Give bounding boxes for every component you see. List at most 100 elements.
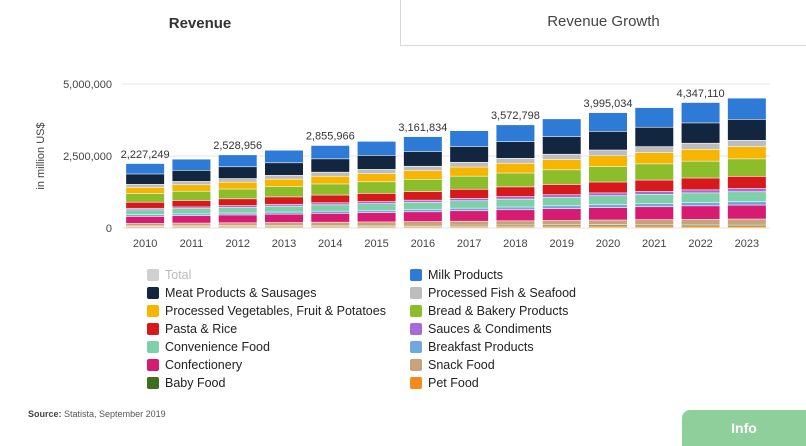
bar-segment [727,146,766,159]
bar-segment [681,224,720,226]
bar-segment [126,208,165,210]
bar-segment [218,189,257,199]
legend-label: Processed Fish & Seafood [428,286,576,300]
legend-item[interactable]: Pet Food [410,376,479,390]
bar-segment [681,161,720,178]
legend-label: Bread & Bakery Products [428,304,569,318]
bar-segment [542,136,581,154]
bar-segment [542,184,581,195]
bar-segment [265,179,303,187]
bar-segment [727,159,766,177]
bar-segment [450,201,489,208]
legend-item[interactable]: Bread & Bakery Products [410,304,568,318]
bar-segment [218,167,257,179]
bar-segment [727,140,766,147]
legend-swatch [147,305,159,317]
bar-segment [496,207,535,210]
legend-item[interactable]: Confectionery [147,358,242,372]
x-tick-label: 2022 [688,238,712,250]
legend-item[interactable]: Processed Fish & Seafood [410,286,576,300]
bar-segment [126,216,165,224]
bar-segment [727,219,766,224]
legend-item[interactable]: Total [147,268,191,282]
legend-item[interactable]: Processed Vegetables, Fruit & Potatoes [147,304,386,318]
legend-swatch [410,305,422,317]
total-data-label: 2,227,249 [121,149,170,161]
x-tick-label: 2016 [411,238,435,250]
info-button-label: Info [731,420,757,436]
tab-revenue-growth[interactable]: Revenue Growth [400,0,806,46]
bar-segment [172,216,211,223]
bar-segment [542,226,581,228]
bar-segment [357,182,396,194]
legend-item[interactable]: Meat Products & Sausages [147,286,316,300]
y-tick-label: 5,000,000 [63,79,112,91]
bar-segment [496,221,535,225]
bar-segment [403,209,442,212]
total-data-label: 3,995,034 [584,98,633,110]
bar-segment [681,102,720,123]
x-tick-label: 2019 [549,238,573,250]
bar-segment [542,225,581,226]
legend-item[interactable]: Sauces & Condiments [410,322,552,336]
bar-segment [311,159,350,172]
bar-segment [496,158,535,164]
bar-segment [589,112,627,132]
bar-segment [681,149,720,161]
bar-segment [450,208,489,211]
bar-segment [265,197,303,204]
bar-segment [496,210,535,221]
bar-segment [542,197,581,206]
info-button[interactable]: Info [682,410,806,446]
bar-segment [496,187,535,197]
bar-segment [681,206,720,220]
legend-swatch [410,377,422,389]
legend-swatch [147,323,159,335]
bar-segment [727,119,766,140]
bar-segment [496,163,535,173]
bar-segment [403,136,442,152]
tab-revenue-growth-label: Revenue Growth [547,13,660,30]
legend-label: Processed Vegetables, Fruit & Potatoes [165,304,386,318]
bar-segment [126,163,165,174]
bar-segment [727,224,766,226]
legend-label: Pasta & Rice [165,322,238,336]
bar-segment [403,171,442,180]
legend-label: Confectionery [165,358,243,372]
bar-segment [265,175,303,179]
legend-item[interactable]: Pasta & Rice [147,322,237,336]
bar-segment [589,150,627,156]
legend-item[interactable]: Snack Food [410,358,495,372]
legend-item[interactable]: Breakfast Products [410,340,534,354]
legend-swatch [147,359,159,371]
bar-segment [403,151,442,166]
bar-segment [218,182,257,189]
bar-segment [496,173,535,187]
tab-revenue[interactable]: Revenue [0,0,400,46]
x-tick-label: 2020 [596,238,620,250]
bar-segment [357,193,396,202]
legend-label: Breakfast Products [428,340,534,354]
bar-segment [218,213,257,215]
bar-segment [265,186,303,197]
legend-label: Sauces & Condiments [428,322,552,336]
bar-segment [542,170,581,185]
legend-item[interactable]: Baby Food [147,376,225,390]
legend-label: Meat Products & Sausages [165,286,317,300]
legend-swatch [410,341,422,353]
bar-segment [403,202,442,210]
bar-segment [542,206,581,209]
bar-segment [589,166,627,182]
bar-segment [172,200,211,207]
bar-segment [589,182,627,193]
bar-segment [265,206,303,212]
bar-segment [172,214,211,216]
y-tick-label: 2,500,000 [63,151,112,163]
bar-segment [403,166,442,171]
legend-item[interactable]: Milk Products [410,268,503,282]
bar-segment [450,130,489,147]
total-data-label: 2,528,956 [213,140,262,152]
bar-segment [727,176,766,189]
legend-item[interactable]: Convenience Food [147,340,270,354]
